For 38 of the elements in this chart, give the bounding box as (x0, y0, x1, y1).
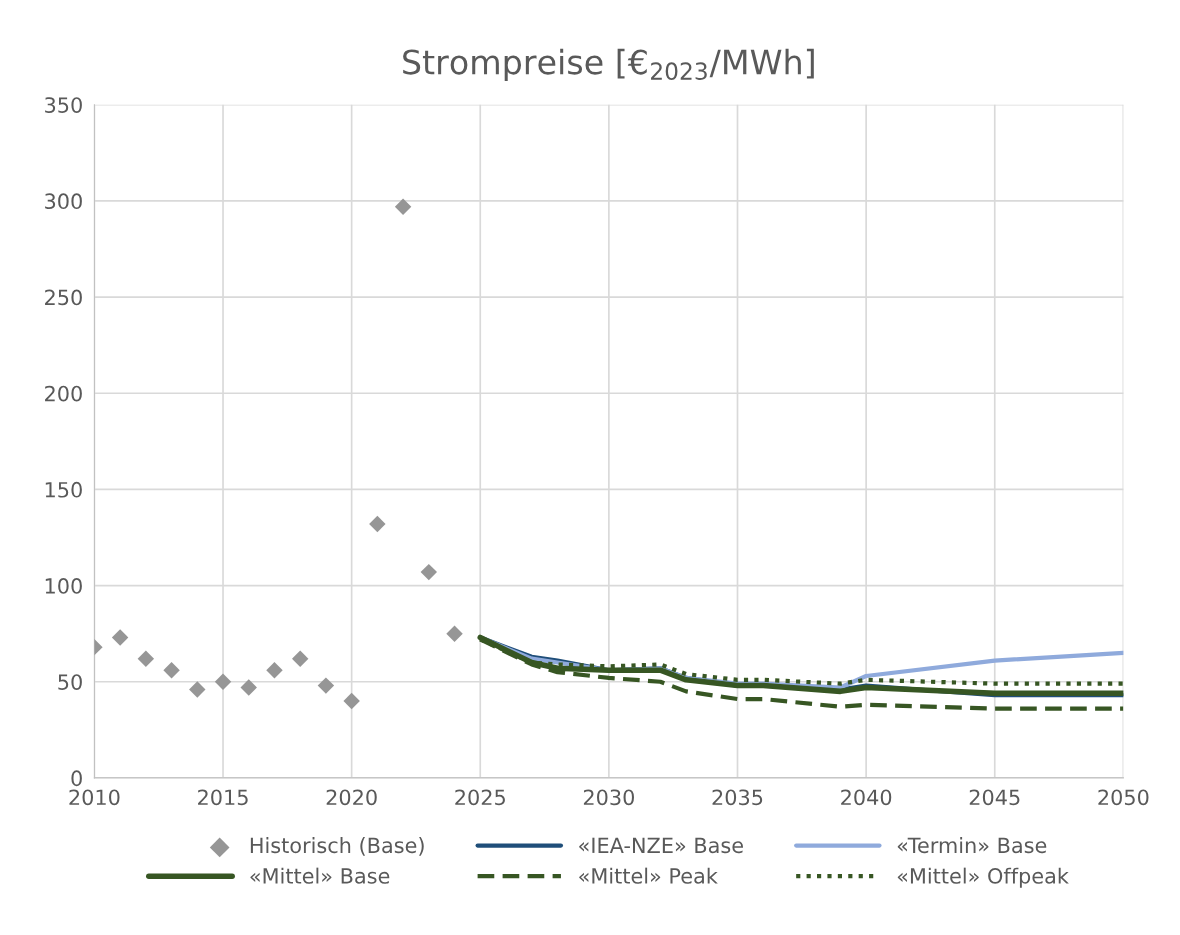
legend-label: «IEA-NZE» Base (579, 837, 743, 854)
y-tick-label: 100 (45, 578, 82, 594)
point (137, 650, 155, 667)
point (240, 679, 257, 696)
x-tick-label: 2045 (969, 789, 1020, 806)
x-tick-label: 2010 (69, 789, 120, 806)
x-tick-label: 2040 (841, 789, 892, 806)
y-tick-label: 300 (45, 193, 82, 210)
y-tick-label: 50 (58, 674, 82, 690)
point (317, 677, 335, 694)
point (446, 625, 463, 642)
y-tick-label: 0 (71, 770, 82, 787)
legend-label: «Mittel» Offpeak (897, 867, 1069, 888)
x-tick-label: 2025 (455, 789, 505, 806)
y-tick-label: 250 (45, 289, 82, 306)
legend-label: «Mittel» Base (250, 867, 390, 884)
legend-label: Historisch (Base) (250, 837, 424, 856)
point (369, 515, 386, 533)
x-tick-label: 2030 (583, 789, 635, 806)
legend-label: «Termin» Base (897, 837, 1047, 854)
point (163, 661, 180, 679)
legend-label: «Mittel» Peak (579, 867, 718, 884)
point (420, 563, 438, 581)
point (266, 661, 283, 679)
y-tick-label: 350 (45, 97, 82, 113)
point (291, 650, 309, 667)
point (189, 681, 206, 698)
point (111, 629, 129, 646)
point (394, 198, 412, 215)
point (214, 673, 232, 690)
y-tick-label: 200 (45, 385, 82, 402)
y-tick-label: 150 (45, 481, 82, 498)
x-tick-label: 2050 (1098, 789, 1149, 806)
x-tick-label: 2020 (326, 789, 377, 806)
x-tick-label: 2015 (198, 789, 248, 806)
chart-title: Strompreise [€$_{2023}$/MWh] (403, 48, 814, 82)
point (343, 692, 360, 710)
x-tick-label: 2035 (712, 789, 763, 806)
